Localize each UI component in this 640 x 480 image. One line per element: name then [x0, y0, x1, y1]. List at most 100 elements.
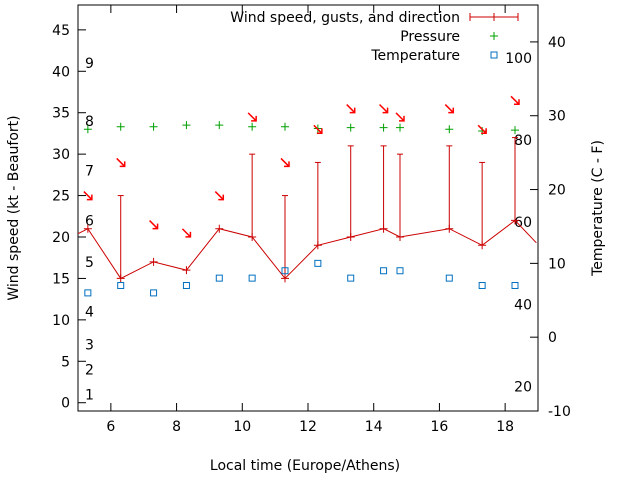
wind-speed-point	[478, 241, 487, 250]
wind-speed-point	[248, 233, 257, 241]
beaufort-label: 4	[85, 305, 94, 321]
legend-symbol-wind-point	[490, 13, 498, 21]
axes: 6 8 10 12 14 16 18051015202530354045-100102030…	[52, 5, 571, 435]
fahrenheit-label: 40	[514, 298, 532, 314]
pressure-point	[149, 122, 158, 131]
pressure-point	[379, 123, 388, 132]
wind-direction-arrow	[477, 124, 487, 135]
beaufort-label: 5	[85, 255, 94, 271]
wind-speed-point	[396, 233, 404, 241]
pressure-point	[215, 121, 224, 130]
y-left-tick-label: 25	[52, 189, 70, 205]
wind-direction-arrow	[346, 104, 356, 114]
pressure-point	[396, 123, 404, 132]
x-tick-label: 16	[431, 419, 449, 435]
x-tick-label: 14	[365, 419, 383, 435]
fahrenheit-label: 80	[514, 133, 532, 149]
temperature-point	[445, 274, 453, 282]
wind-direction-arrow	[149, 220, 159, 230]
y-left-tick-label: 15	[52, 271, 70, 287]
wind-direction-arrow	[181, 228, 192, 238]
y-right-tick-label: 40	[548, 35, 566, 51]
wind-speed-point	[379, 224, 388, 233]
wind-direction-arrow	[214, 191, 225, 201]
wind-direction-arrow	[379, 104, 389, 114]
temperature-point	[478, 282, 486, 290]
y-left-tick-label: 10	[52, 313, 70, 329]
y-right-tick-label: 30	[548, 109, 566, 125]
temperature-point	[396, 267, 404, 275]
y-left-tick-label: 45	[52, 23, 70, 39]
y-right-tick-label: 0	[548, 330, 557, 346]
wind-direction-arrow	[395, 112, 405, 122]
wind-direction-arrow	[247, 112, 257, 122]
temperature-point	[215, 274, 223, 282]
fahrenheit-label: 60	[514, 215, 532, 231]
wind-direction-arrow	[444, 104, 455, 114]
legend-symbol-pressure	[490, 32, 498, 40]
beaufort-label: 3	[85, 338, 94, 354]
x-axis-label: Local time (Europe/Athens)	[210, 458, 400, 474]
legend-symbol-temperature	[490, 51, 498, 59]
x-tick-label: 18	[496, 419, 514, 435]
pressure-point	[182, 121, 191, 130]
temperature-point	[380, 267, 388, 275]
wind-speed-point	[346, 233, 355, 241]
wind-speed-point	[149, 257, 158, 266]
wind-speed-point	[182, 266, 191, 275]
wind-direction-arrow	[313, 124, 323, 135]
temperature-point	[511, 282, 519, 290]
wind-speed-line	[78, 219, 537, 280]
beaufort-label: 1	[85, 387, 94, 403]
wind-speed-point	[215, 224, 224, 233]
y-left-tick-label: 40	[52, 64, 70, 80]
y-right-tick-label: 20	[548, 183, 566, 199]
wind-direction-arrow	[116, 157, 126, 168]
y-axis-left-label: Wind speed (kt - Beaufort)	[6, 115, 22, 300]
temperature-point	[84, 289, 92, 297]
y-left-tick-label: 20	[52, 230, 70, 246]
temperature-point	[347, 274, 355, 282]
x-tick-label: 6	[106, 419, 115, 435]
wind-direction-arrow	[83, 191, 93, 201]
temperature-point	[281, 267, 289, 275]
legend-label-wind: Wind speed, gusts, and direction	[230, 10, 460, 26]
wind-speed-point	[445, 224, 454, 233]
y-left-tick-label: 30	[52, 147, 70, 163]
beaufort-label: 7	[85, 164, 94, 180]
pressure-point	[116, 122, 125, 131]
beaufort-label: 6	[85, 213, 94, 229]
y-left-tick-label: 35	[52, 106, 70, 122]
temperature-point	[182, 282, 190, 290]
beaufort-label: 2	[85, 363, 94, 379]
legend-label-temperature: Temperature	[370, 48, 460, 64]
series-layer	[78, 95, 537, 297]
legend: Wind speed, gusts, and direction Pressure…	[230, 10, 519, 64]
x-tick-label: 8	[172, 419, 181, 435]
pressure-point	[445, 125, 454, 134]
wind-direction-arrow	[280, 157, 290, 168]
beaufort-label: 9	[85, 56, 94, 72]
wind-direction-arrow	[510, 95, 520, 106]
wind-speed-point	[511, 216, 519, 225]
x-tick-label: 12	[299, 419, 317, 435]
wind-speed-point	[116, 274, 125, 283]
y-left-tick-label: 0	[61, 396, 70, 412]
temperature-point	[117, 282, 125, 290]
pressure-point	[281, 122, 289, 131]
pressure-point	[83, 125, 92, 134]
y-left-tick-label: 5	[61, 354, 70, 370]
pressure-point	[346, 123, 355, 132]
fahrenheit-label: 20	[514, 380, 532, 396]
legend-label-pressure: Pressure	[400, 29, 460, 45]
temperature-point	[150, 289, 158, 297]
temperature-point	[248, 274, 256, 282]
beaufort-label: 8	[85, 114, 94, 130]
fahrenheit-label: 100	[505, 51, 532, 67]
temperature-point	[314, 259, 322, 267]
pressure-point	[511, 126, 519, 135]
x-tick-label: 10	[233, 419, 251, 435]
wind-speed-point	[313, 241, 322, 250]
